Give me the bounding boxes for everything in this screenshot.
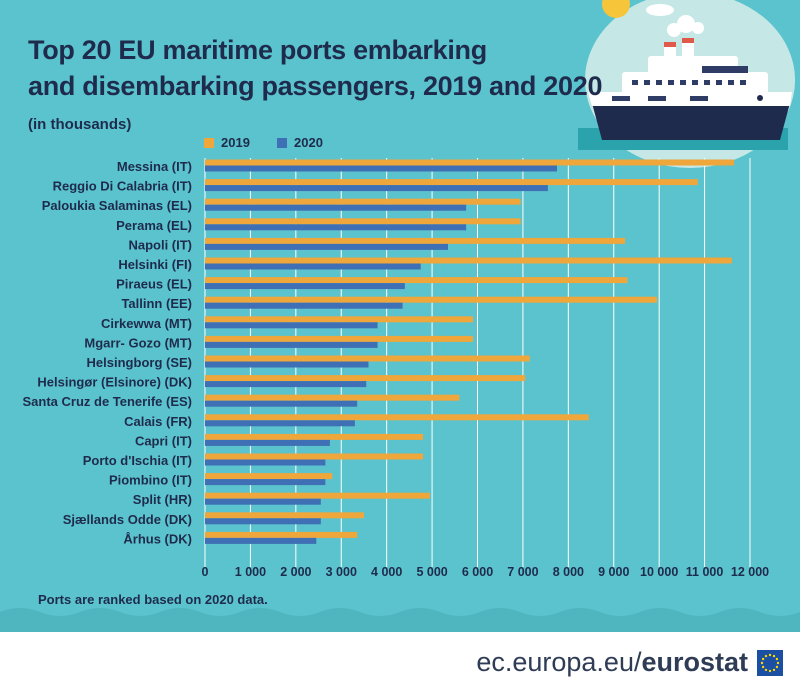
x-tick-label: 1 000 xyxy=(235,565,266,579)
bar-2020 xyxy=(205,537,317,544)
legend-swatch-2019 xyxy=(204,137,214,148)
bar-2019 xyxy=(205,414,589,421)
footnote: Ports are ranked based on 2020 data. xyxy=(38,592,268,607)
category-label: Messina (IT) xyxy=(117,159,192,174)
x-tick-label: 9 000 xyxy=(598,565,629,579)
bar-2020 xyxy=(205,361,369,368)
bar-2020 xyxy=(205,518,321,525)
category-label: Tallinn (EE) xyxy=(121,296,192,311)
bar-2020 xyxy=(205,381,367,388)
x-tick-label: 11 000 xyxy=(686,565,724,579)
eu-flag-icon xyxy=(757,650,783,676)
bar-2019 xyxy=(205,355,530,362)
bar-2019 xyxy=(205,531,358,538)
bar-2020 xyxy=(205,420,355,427)
category-label: Mgarr- Gozo (MT) xyxy=(84,335,192,350)
bar-2019 xyxy=(205,394,460,401)
bar-2019 xyxy=(205,453,423,460)
x-tick-label: 3 000 xyxy=(326,565,357,579)
bars xyxy=(205,159,735,544)
category-label: Paloukia Salaminas (EL) xyxy=(42,198,192,213)
bar-2020 xyxy=(205,224,467,231)
x-tick-label: 5 000 xyxy=(416,565,447,579)
bar-2019 xyxy=(205,335,473,342)
category-label: Piraeus (EL) xyxy=(116,277,192,292)
x-tick-label: 12 000 xyxy=(731,565,769,579)
footer-domain: ec.europa.eu/ xyxy=(476,647,642,677)
bar-2020 xyxy=(205,204,467,211)
category-label: Helsinki (FI) xyxy=(118,257,192,272)
bar-2020 xyxy=(205,439,330,446)
category-label: Cirkewwa (MT) xyxy=(101,316,192,331)
legend-swatch-2020 xyxy=(277,137,287,148)
bar-2019 xyxy=(205,159,735,166)
chart-subtitle: (in thousands) xyxy=(28,116,132,133)
category-label: Helsingborg (SE) xyxy=(87,355,192,370)
category-label: Perama (EL) xyxy=(116,218,192,233)
x-axis-tick-labels: 0 1 000 2 000 3 000 4 000 5 000 6 000 7 000 8 00… xyxy=(202,565,770,579)
bar-2019 xyxy=(205,512,364,519)
chart-title-line-1: Top 20 EU maritime ports embarking xyxy=(28,35,487,65)
bar-2020 xyxy=(205,400,358,407)
bar-2019 xyxy=(205,198,521,205)
chart-panel: Messina (IT) Reggio Di Calabria (IT) Palou… xyxy=(0,0,800,632)
x-tick-label: 2 000 xyxy=(280,565,311,579)
legend-label-2019: 2019 xyxy=(221,135,250,150)
chart-title-line-2: and disembarking passengers, 2019 and 20… xyxy=(28,71,603,101)
wave-decoration xyxy=(0,608,800,632)
category-label: Napoli (IT) xyxy=(128,237,192,252)
bar-2020 xyxy=(205,341,378,348)
legend-item-2019: 2019 xyxy=(204,135,250,150)
bar-2020 xyxy=(205,263,421,270)
bar-2019 xyxy=(205,473,333,480)
bar-2020 xyxy=(205,165,557,172)
bar-2020 xyxy=(205,479,326,486)
category-label: Porto d'Ischia (IT) xyxy=(83,453,192,468)
chart-svg: Messina (IT) Reggio Di Calabria (IT) Palou… xyxy=(0,0,800,632)
bar-2019 xyxy=(205,375,526,382)
bar-2019 xyxy=(205,277,628,284)
bar-2019 xyxy=(205,492,430,499)
bar-2019 xyxy=(205,179,698,186)
x-tick-label: 8 000 xyxy=(553,565,584,579)
legend-label-2020: 2020 xyxy=(294,135,323,150)
category-label: Sjællands Odde (DK) xyxy=(63,512,192,527)
category-label: Piombino (IT) xyxy=(109,473,192,488)
bar-2019 xyxy=(205,218,521,225)
legend-item-2020: 2020 xyxy=(277,135,323,150)
category-label: Reggio Di Calabria (IT) xyxy=(53,179,192,194)
footer-brand: eurostat xyxy=(641,647,748,677)
bar-2019 xyxy=(205,316,473,323)
category-label: Capri (IT) xyxy=(135,433,192,448)
bar-2020 xyxy=(205,322,378,329)
category-label: Split (HR) xyxy=(133,492,192,507)
x-tick-label: 4 000 xyxy=(371,565,402,579)
x-tick-label: 7 000 xyxy=(507,565,538,579)
category-label: Santa Cruz de Tenerife (ES) xyxy=(22,394,192,409)
bar-2020 xyxy=(205,302,403,309)
x-tick-label: 10 000 xyxy=(640,565,678,579)
category-label: Helsingør (Elsinore) (DK) xyxy=(37,375,192,390)
bar-2019 xyxy=(205,433,423,440)
bar-2020 xyxy=(205,498,321,505)
bar-2019 xyxy=(205,296,657,303)
bar-2020 xyxy=(205,243,448,250)
bar-2019 xyxy=(205,237,626,244)
bar-2020 xyxy=(205,185,548,192)
ship-illustration xyxy=(578,0,795,168)
bar-2020 xyxy=(205,283,405,290)
category-label: Calais (FR) xyxy=(124,414,192,429)
bar-2019 xyxy=(205,257,732,264)
footer-branding: ec.europa.eu/eurostat xyxy=(476,647,748,678)
category-label: Århus (DK) xyxy=(123,531,192,546)
x-tick-label: 0 xyxy=(202,565,209,579)
category-labels: Messina (IT) Reggio Di Calabria (IT) Palou… xyxy=(22,159,192,546)
x-tick-label: 6 000 xyxy=(462,565,493,579)
bar-2020 xyxy=(205,459,326,466)
